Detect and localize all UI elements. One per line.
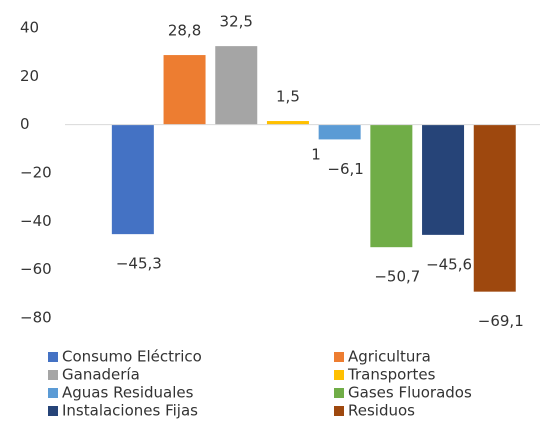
y-tick-label: −60 [20, 260, 52, 278]
bar [163, 55, 206, 125]
data-label: 28,8 [168, 22, 201, 40]
legend-swatch [334, 352, 344, 362]
bar [215, 46, 258, 125]
legend-swatch [334, 388, 344, 398]
data-label: −45,6 [426, 255, 472, 273]
legend-label: Instalaciones Fijas [62, 402, 198, 420]
bar [266, 121, 309, 125]
data-label: 32,5 [220, 13, 253, 31]
y-tick-label: −40 [20, 212, 52, 230]
legend-label: Gases Fluorados [348, 384, 472, 402]
bar [111, 124, 154, 235]
bar [318, 124, 361, 140]
bar [370, 124, 413, 248]
data-label: −6,1 [327, 160, 363, 178]
data-label: −69,1 [478, 312, 524, 330]
y-tick-label: 40 [20, 19, 39, 37]
legend-label: Residuos [348, 402, 415, 420]
y-tick-label: 0 [20, 115, 30, 133]
legend-label: Consumo Eléctrico [62, 348, 202, 366]
y-tick-label: 20 [20, 67, 39, 85]
legend-label: Agricultura [348, 348, 431, 366]
legend-swatch [48, 388, 58, 398]
annotation: 1 [311, 146, 321, 164]
legend-swatch [48, 352, 58, 362]
y-tick-label: −20 [20, 164, 52, 182]
legend-label: Ganadería [62, 366, 140, 384]
bar [422, 124, 465, 235]
data-label: −45,3 [116, 255, 162, 273]
data-label: 1,5 [276, 88, 300, 106]
legend-swatch [334, 370, 344, 380]
legend-swatch [48, 406, 58, 416]
y-tick-label: −80 [20, 309, 52, 327]
data-label: −50,7 [374, 268, 420, 286]
bar [473, 124, 516, 292]
legend-swatch [48, 370, 58, 380]
legend-label: Aguas Residuales [62, 384, 194, 402]
legend-label: Transportes [347, 366, 436, 384]
legend-swatch [334, 406, 344, 416]
